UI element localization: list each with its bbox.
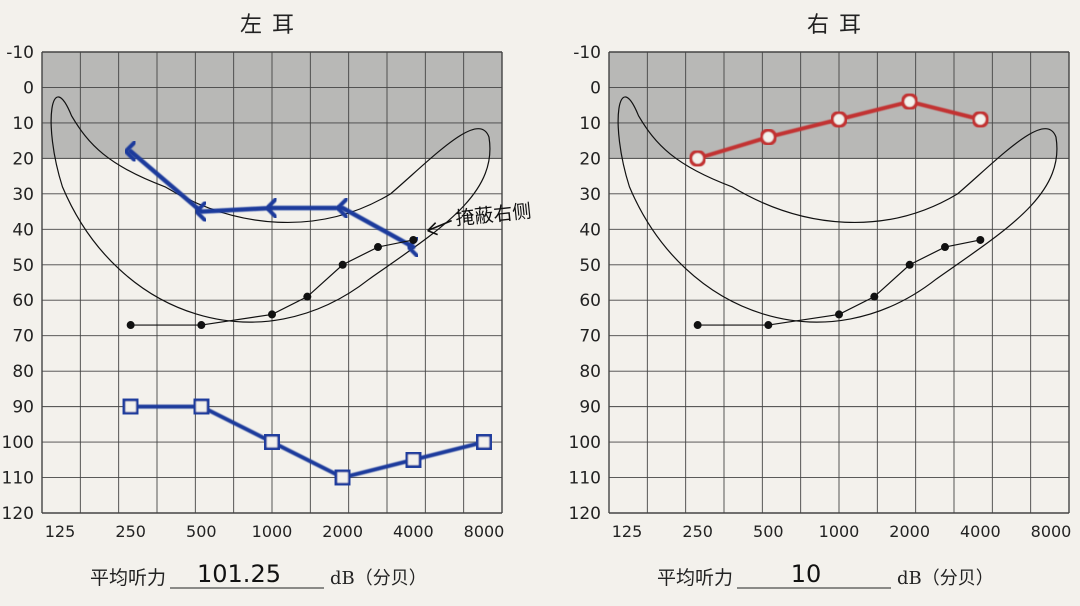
annotation-arrow bbox=[427, 219, 452, 236]
data-point-dot bbox=[940, 243, 949, 252]
y-tick-label: 80 bbox=[12, 362, 34, 382]
y-tick-label: 60 bbox=[579, 291, 601, 311]
data-point-square bbox=[192, 397, 211, 416]
right-ear-panel: -10 0 10 20 30 40 50 60 70 80 90 100 110 120 125 250 500… bbox=[569, 13, 1072, 589]
x-tick-label: 500 bbox=[186, 522, 217, 541]
y-tick-label: 70 bbox=[579, 327, 601, 347]
data-point-bracket bbox=[193, 200, 208, 223]
average-hearing-value: 10 bbox=[791, 560, 822, 588]
speech-banana-outline bbox=[617, 96, 1058, 323]
data-point-dot bbox=[126, 321, 135, 330]
y-tick-label: 0 bbox=[590, 78, 601, 98]
data-point-dot bbox=[409, 235, 418, 244]
data-point-dot bbox=[693, 321, 702, 330]
y-tick-label: 20 bbox=[579, 149, 601, 169]
data-point-dot bbox=[905, 260, 914, 269]
y-tick-label: 20 bbox=[12, 149, 34, 169]
data-point-dot bbox=[976, 235, 985, 244]
y-tick-label: 30 bbox=[12, 185, 34, 205]
y-tick-label: 120 bbox=[2, 504, 34, 524]
average-hearing-label: 平均听力 bbox=[657, 567, 733, 589]
data-point-square bbox=[475, 433, 493, 451]
x-tick-label: 250 bbox=[115, 522, 146, 541]
y-tick-label: 40 bbox=[579, 220, 601, 240]
y-tick-label: 100 bbox=[2, 433, 34, 453]
x-tick-label: 2000 bbox=[322, 522, 363, 541]
speech-banana-outline bbox=[50, 96, 491, 323]
x-tick-label: 1000 bbox=[819, 522, 860, 541]
y-tick-label: 60 bbox=[12, 291, 34, 311]
x-tick-label: 4000 bbox=[393, 522, 434, 541]
data-point-circle bbox=[830, 110, 848, 129]
x-tick-label: 2000 bbox=[889, 522, 930, 541]
x-tick-label: 125 bbox=[45, 522, 76, 541]
data-point-circle bbox=[759, 128, 778, 146]
y-tick-label: 40 bbox=[12, 220, 34, 240]
y-tick-label: 30 bbox=[579, 185, 601, 205]
data-point-dot bbox=[870, 292, 879, 301]
y-tick-label: 100 bbox=[569, 433, 601, 453]
data-point-circle bbox=[971, 110, 990, 129]
data-point-bracket bbox=[334, 197, 349, 220]
left-ear-panel: -10 0 10 20 30 40 50 60 70 80 90 100 110 120 125 250 500… bbox=[2, 13, 533, 589]
data-point-circle bbox=[688, 149, 707, 168]
y-tick-label: -10 bbox=[573, 43, 601, 63]
data-point-dot bbox=[303, 292, 312, 301]
data-point-bracket bbox=[122, 140, 137, 163]
y-tick-label: 80 bbox=[579, 362, 601, 382]
x-tick-label: 250 bbox=[682, 522, 713, 541]
data-point-dot bbox=[268, 310, 276, 319]
y-tick-label: 10 bbox=[12, 114, 34, 134]
data-point-circle bbox=[900, 92, 919, 111]
y-tick-label: 10 bbox=[579, 114, 601, 134]
y-tick-label: 110 bbox=[2, 469, 34, 489]
x-tick-label: 8000 bbox=[464, 522, 505, 541]
data-point-square bbox=[404, 451, 423, 469]
data-point-dot bbox=[338, 260, 347, 269]
x-tick-label: 4000 bbox=[960, 522, 1001, 541]
average-hearing-value: 101.25 bbox=[197, 560, 281, 588]
data-point-dot bbox=[197, 321, 206, 330]
data-point-dot bbox=[373, 243, 382, 252]
y-tick-label: 70 bbox=[12, 327, 34, 347]
y-tick-label: 0 bbox=[23, 78, 34, 98]
x-tick-label: 1000 bbox=[252, 522, 293, 541]
y-tick-label: 50 bbox=[579, 256, 601, 276]
data-point-dot bbox=[764, 321, 773, 330]
y-tick-label: 90 bbox=[12, 398, 34, 418]
y-tick-label: 90 bbox=[579, 398, 601, 418]
y-tick-label: -10 bbox=[6, 43, 34, 63]
chart-title: 左耳 bbox=[240, 13, 304, 38]
x-tick-label: 125 bbox=[612, 522, 643, 541]
data-point-square bbox=[333, 468, 352, 487]
chart-title: 右耳 bbox=[807, 13, 871, 38]
data-point-dot bbox=[835, 310, 843, 319]
series-line bbox=[128, 404, 486, 480]
data-point-square bbox=[263, 433, 281, 451]
x-tick-label: 8000 bbox=[1031, 522, 1072, 541]
average-hearing-unit: dB（分贝） bbox=[330, 568, 427, 589]
average-hearing-unit: dB（分贝） bbox=[897, 568, 994, 589]
average-hearing-label: 平均听力 bbox=[90, 567, 166, 589]
y-tick-label: 120 bbox=[569, 504, 601, 524]
y-tick-label: 50 bbox=[12, 256, 34, 276]
data-point-square bbox=[121, 397, 140, 416]
data-point-bracket bbox=[264, 197, 278, 220]
series-line bbox=[128, 149, 416, 250]
y-tick-label: 110 bbox=[569, 469, 601, 489]
x-tick-label: 500 bbox=[753, 522, 784, 541]
